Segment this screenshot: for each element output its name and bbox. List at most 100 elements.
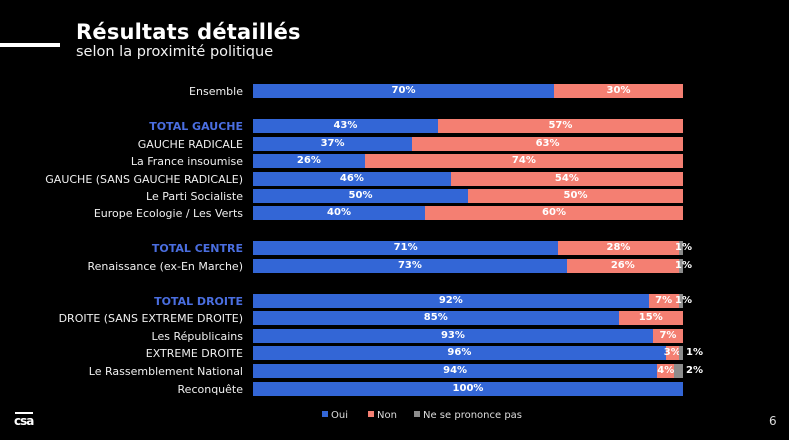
logo-bar <box>15 412 33 414</box>
data-label: 37% <box>320 138 345 149</box>
category-label: Ensemble <box>189 84 243 98</box>
legend-item-nsp: Ne se prononce pas <box>414 409 522 423</box>
bar-segment-oui <box>253 84 554 98</box>
bar-segment-non <box>652 329 683 343</box>
data-label: 46% <box>339 173 364 184</box>
data-label: 93% <box>440 330 465 341</box>
data-label: 3% <box>663 347 681 358</box>
bar-segment-non <box>648 294 679 308</box>
data-label: 50% <box>348 190 373 201</box>
data-label: 26% <box>610 260 635 271</box>
legend-label-non: Non <box>377 410 397 421</box>
bar-segment-non <box>657 364 675 378</box>
bar-segment-oui <box>253 346 666 360</box>
bar-segment-non <box>665 346 679 360</box>
category-label: DROITE (SANS EXTREME DROITE) <box>58 311 243 325</box>
category-label: Europe Ecologie / Les Verts <box>93 206 243 220</box>
category-label: Le Parti Socialiste <box>146 189 243 203</box>
legend-swatch-oui <box>322 411 328 417</box>
data-label: 96% <box>447 347 472 358</box>
data-label: 43% <box>333 120 358 131</box>
data-label: 70% <box>391 85 416 96</box>
bar-segment-oui <box>253 382 683 396</box>
data-label: 7% <box>655 295 673 306</box>
data-label: 94% <box>443 365 468 376</box>
data-label: 15% <box>638 312 663 323</box>
data-label: 71% <box>393 242 418 253</box>
bar-segment-non <box>450 172 683 186</box>
data-label: 1% <box>686 347 703 358</box>
bar-segment-oui <box>253 119 438 133</box>
legend-swatch-nsp <box>414 411 420 417</box>
bar-segment-non <box>618 311 683 325</box>
category-label: GAUCHE (SANS GAUCHE RADICALE) <box>45 172 243 186</box>
category-label: GAUCHE RADICALE <box>137 137 243 151</box>
data-label: 1% <box>675 295 692 306</box>
data-label: 74% <box>511 155 536 166</box>
bar-segment-ne-se-prononce-pas <box>678 294 683 308</box>
legend-item-non: Non <box>368 409 397 423</box>
category-label: Le Rassemblement National <box>88 364 243 378</box>
bar-segment-oui <box>253 259 567 273</box>
category-label: EXTREME DROITE <box>145 346 243 360</box>
data-label: 1% <box>675 260 692 271</box>
data-label: 40% <box>327 207 351 218</box>
category-label: La France insoumise <box>130 154 243 168</box>
bar-segment-non <box>558 241 679 255</box>
bar-segment-oui <box>253 189 468 203</box>
csa-logo: csa <box>14 412 34 430</box>
data-label: 7% <box>659 330 677 341</box>
data-label: 100% <box>452 383 484 394</box>
bar-segment-oui <box>253 364 658 378</box>
category-label: Renaissance (ex-En Marche) <box>87 259 243 273</box>
legend-item-oui: Oui <box>322 409 348 423</box>
data-label: 60% <box>542 207 566 218</box>
bar-segment-oui <box>253 172 451 186</box>
data-label: 2% <box>686 365 703 376</box>
bar-segment-ne-se-prononce-pas <box>678 346 683 360</box>
data-label: 1% <box>675 242 692 253</box>
bar-segment-ne-se-prononce-pas <box>678 259 683 273</box>
data-label: 92% <box>438 295 463 306</box>
page-title: Résultats détaillés <box>76 20 301 44</box>
page-subtitle: selon la proximité politique <box>76 44 274 60</box>
bar-segment-ne-se-prononce-pas <box>674 364 683 378</box>
data-label: 30% <box>606 85 631 96</box>
bar-segment-oui <box>253 329 653 343</box>
title-accent-line <box>0 43 60 47</box>
data-label: 50% <box>563 190 588 201</box>
data-label: 54% <box>554 173 579 184</box>
category-label: TOTAL CENTRE <box>151 241 243 255</box>
logo-text: csa <box>14 414 34 428</box>
category-label: TOTAL DROITE <box>154 294 243 308</box>
data-label: 73% <box>397 260 422 271</box>
data-label: 63% <box>535 138 560 149</box>
legend-label-nsp: Ne se prononce pas <box>423 410 523 421</box>
bar-segment-non <box>554 84 683 98</box>
bar-segment-non <box>468 189 683 203</box>
bar-segment-oui <box>253 206 425 220</box>
page-number: 6 <box>769 414 777 428</box>
bar-segment-non <box>425 206 683 220</box>
bar-segment-oui <box>253 154 365 168</box>
category-label: TOTAL GAUCHE <box>149 119 243 133</box>
bar-segment-non <box>412 137 683 151</box>
data-label: 26% <box>296 155 321 166</box>
bar-segment-non <box>566 259 679 273</box>
legend-label-oui: Oui <box>331 410 348 421</box>
data-label: 57% <box>548 120 573 131</box>
legend-swatch-non <box>368 411 374 417</box>
chart-legend: Oui Non Ne se prononce pas <box>0 409 789 423</box>
bar-segment-non <box>364 154 683 168</box>
category-label: Reconquête <box>177 382 243 396</box>
bar-segment-oui <box>253 311 619 325</box>
data-label: 85% <box>423 312 448 323</box>
category-label: Les Républicains <box>151 329 243 343</box>
bar-segment-ne-se-prononce-pas <box>678 241 683 255</box>
bar-segment-oui <box>253 137 413 151</box>
data-label: 4% <box>657 365 675 376</box>
bar-segment-oui <box>253 241 559 255</box>
data-label: 28% <box>606 242 631 253</box>
bar-segment-oui <box>253 294 649 308</box>
bar-segment-non <box>437 119 683 133</box>
